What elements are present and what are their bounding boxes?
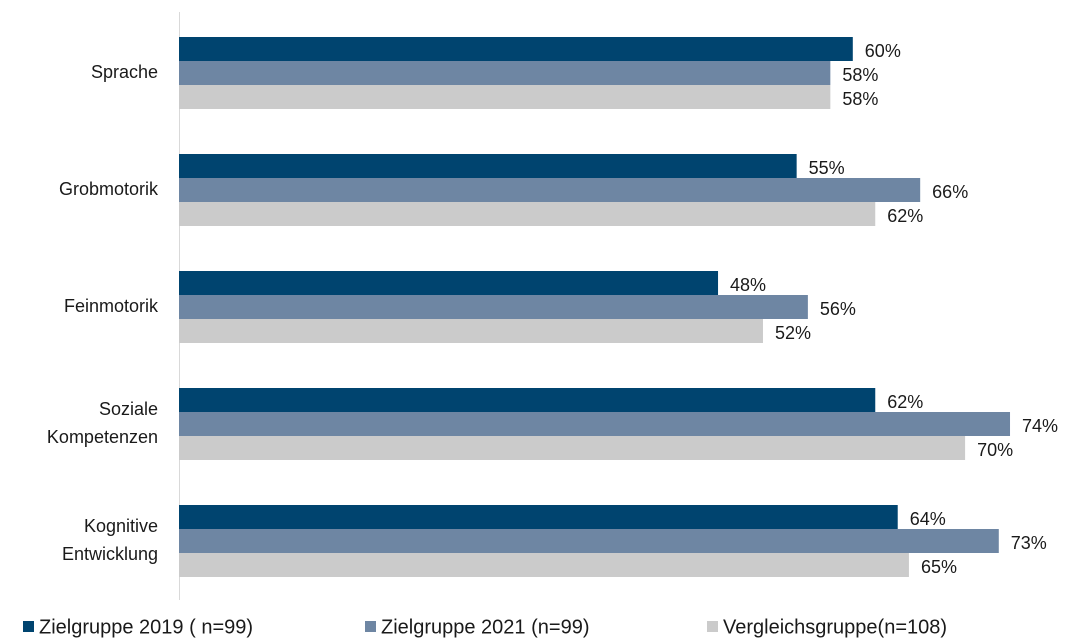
bar xyxy=(179,388,876,412)
legend-label: Zielgruppe 2021 (n=99) xyxy=(381,616,589,638)
category-label: Soziale Kompetenzen xyxy=(47,399,158,447)
category-label: Sprache xyxy=(91,62,158,82)
value-label: 73% xyxy=(1011,533,1047,553)
bar xyxy=(179,271,719,295)
bar xyxy=(179,529,999,553)
bar xyxy=(179,178,921,202)
bar xyxy=(179,202,876,226)
value-label: 74% xyxy=(1022,416,1058,436)
value-label: 56% xyxy=(820,299,856,319)
value-label: 66% xyxy=(932,182,968,202)
value-label: 58% xyxy=(842,65,878,85)
value-label: 48% xyxy=(730,275,766,295)
category-label: Grobmotorik xyxy=(59,179,159,199)
legend-swatch xyxy=(365,621,376,632)
legend-label: Vergleichsgruppe(n=108) xyxy=(723,616,947,638)
bar xyxy=(179,436,966,460)
value-label: 62% xyxy=(887,206,923,226)
value-label: 70% xyxy=(977,440,1013,460)
value-label: 55% xyxy=(809,158,845,178)
value-label: 58% xyxy=(842,89,878,109)
value-label: 60% xyxy=(865,41,901,61)
legend-swatch xyxy=(707,621,718,632)
bar xyxy=(179,295,808,319)
value-label: 64% xyxy=(910,509,946,529)
category-label: Feinmotorik xyxy=(64,296,159,316)
category-label: Kognitive Entwicklung xyxy=(62,516,158,564)
bar xyxy=(179,154,797,178)
bar xyxy=(179,37,853,61)
bar xyxy=(179,505,898,529)
bar xyxy=(179,61,831,85)
bar xyxy=(179,553,909,577)
value-label: 62% xyxy=(887,392,923,412)
bar xyxy=(179,85,831,109)
legend-label: Zielgruppe 2019 ( n=99) xyxy=(39,616,253,638)
value-label: 65% xyxy=(921,557,957,577)
legend-swatch xyxy=(23,621,34,632)
bar xyxy=(179,412,1011,436)
value-label: 52% xyxy=(775,323,811,343)
bar xyxy=(179,319,763,343)
